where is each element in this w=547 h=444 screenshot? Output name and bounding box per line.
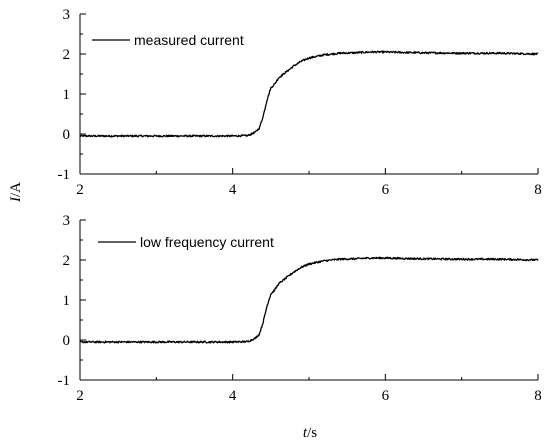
y-tick-label: 3	[63, 213, 71, 229]
x-tick-label: 6	[382, 388, 390, 404]
x-tick-label: 2	[76, 388, 84, 404]
legend-label: low frequency current	[140, 234, 274, 250]
y-tick-label: 1	[63, 87, 71, 103]
y-tick-label: 2	[63, 47, 71, 63]
x-tick-label: 8	[534, 182, 542, 198]
chart-panel-measured-current: -1 0 1 2 3 2 4 6 8 measured current	[58, 7, 542, 198]
x-tick-label: 6	[382, 182, 390, 198]
y-tick-label: 0	[63, 127, 71, 143]
y-tick-label: 3	[63, 7, 71, 23]
y-tick-label: -1	[58, 167, 71, 183]
y-tick-label: 2	[63, 253, 71, 269]
x-axis-title: t/s	[303, 425, 317, 441]
x-tick-label: 2	[76, 182, 84, 198]
y-axis-title: I/A	[8, 182, 24, 203]
chart-panel-low-frequency-current: -1 0 1 2 3 2 4 6 8 low frequency current	[58, 213, 542, 404]
y-tick-label: 1	[63, 293, 71, 309]
x-tick-label: 4	[229, 182, 237, 198]
series-line	[79, 256, 539, 344]
y-tick-label: 0	[63, 333, 71, 349]
legend-label: measured current	[134, 32, 244, 48]
y-tick-label: -1	[58, 373, 71, 389]
x-tick-label: 4	[229, 388, 237, 404]
x-tick-label: 8	[534, 388, 542, 404]
series-line	[79, 50, 539, 138]
